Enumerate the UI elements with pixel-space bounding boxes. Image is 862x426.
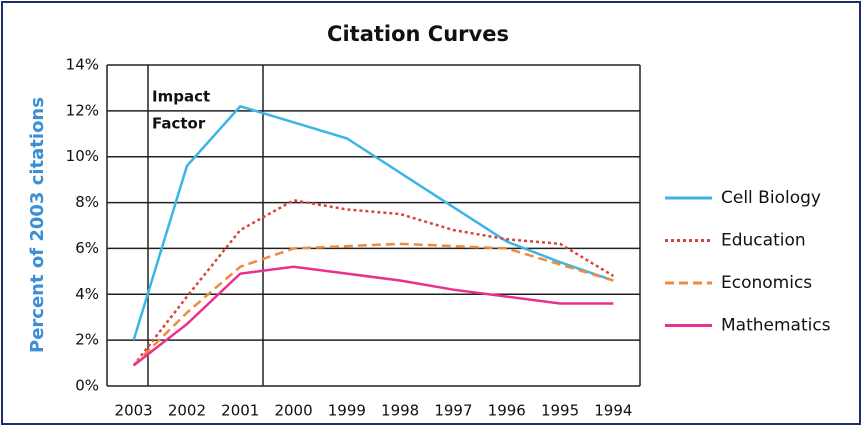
series-line xyxy=(132,198,614,367)
y-tick-label: 4% xyxy=(75,285,99,303)
x-tick-label: 1997 xyxy=(434,402,472,420)
y-tick-label: 0% xyxy=(75,377,99,395)
x-tick-label: 1998 xyxy=(381,402,419,420)
y-tick-label: 14% xyxy=(66,56,99,74)
series-line xyxy=(132,242,614,367)
annotation: Impact xyxy=(152,88,210,106)
legend-label: Cell Biology xyxy=(721,188,821,208)
chart-title: Citation Curves xyxy=(327,22,509,46)
y-tick-label: 6% xyxy=(75,239,99,257)
annotation: Factor xyxy=(152,115,206,133)
legend-label: Economics xyxy=(721,273,812,293)
x-tick-label: 1996 xyxy=(488,402,526,420)
series-line xyxy=(132,265,614,367)
x-tick-label: 1999 xyxy=(328,402,366,420)
series-line xyxy=(132,104,614,341)
x-tick-label: 2002 xyxy=(168,402,206,420)
legend-label: Education xyxy=(721,231,806,251)
y-axis-label: Percent of 2003 citations xyxy=(27,97,48,353)
x-tick-label: 1994 xyxy=(594,402,632,420)
y-tick-label: 2% xyxy=(75,331,99,349)
x-tick-label: 1995 xyxy=(541,402,579,420)
y-tick-label: 8% xyxy=(75,193,99,211)
y-tick-label: 10% xyxy=(66,147,99,165)
y-tick-label: 12% xyxy=(66,101,99,119)
x-tick-label: 2001 xyxy=(221,402,259,420)
x-tick-label: 2000 xyxy=(274,402,312,420)
legend-label: Mathematics xyxy=(721,316,831,336)
x-tick-label: 2003 xyxy=(115,402,153,420)
